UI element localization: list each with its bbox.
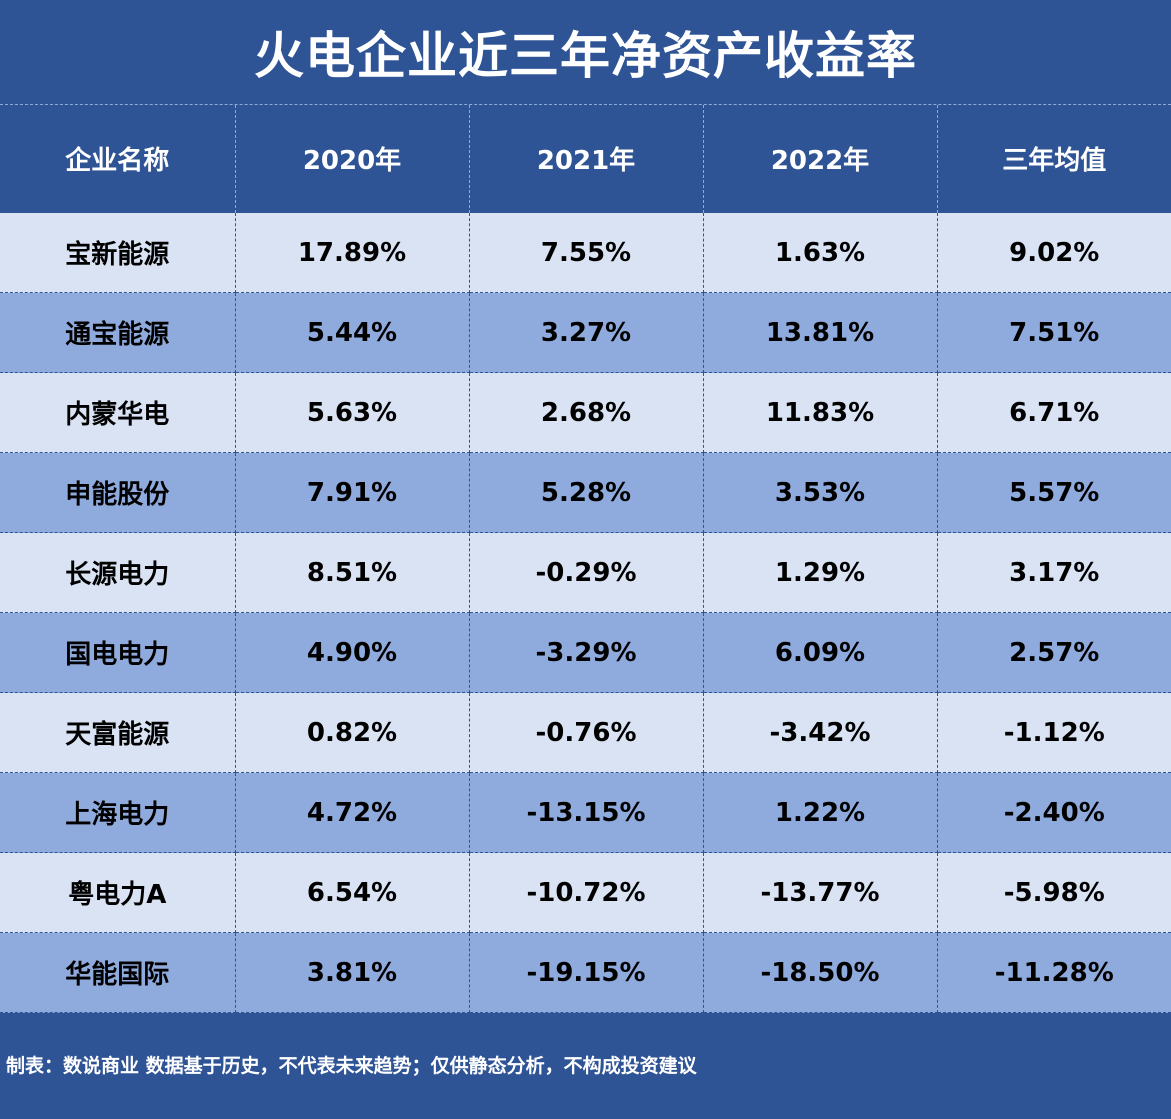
value-avg-cell: -1.12% xyxy=(936,692,1171,773)
value-2020-cell: 5.44% xyxy=(234,292,470,373)
table-body: 宝新能源 17.89% 7.55% 1.63% 9.02% 通宝能源 5.44%… xyxy=(0,212,1171,1013)
value-2021-cell: -0.76% xyxy=(468,692,704,773)
company-name-cell: 粤电力A xyxy=(0,852,236,933)
value-2022-cell: 3.53% xyxy=(702,452,938,533)
value-2022-cell: -13.77% xyxy=(702,852,938,933)
company-name-cell: 内蒙华电 xyxy=(0,372,236,453)
header-avg: 三年均值 xyxy=(936,105,1171,213)
value-2020-cell: 0.82% xyxy=(234,692,470,773)
value-avg-cell: 5.57% xyxy=(936,452,1171,533)
value-2020-cell: 4.90% xyxy=(234,612,470,693)
value-avg-cell: 6.71% xyxy=(936,372,1171,453)
page-title: 火电企业近三年净资产收益率 xyxy=(254,27,917,85)
value-2022-cell: 13.81% xyxy=(702,292,938,373)
value-2020-cell: 5.63% xyxy=(234,372,470,453)
value-2021-cell: 2.68% xyxy=(468,372,704,453)
value-avg-cell: 2.57% xyxy=(936,612,1171,693)
value-avg-cell: 7.51% xyxy=(936,292,1171,373)
value-2022-cell: 6.09% xyxy=(702,612,938,693)
table-row: 上海电力 4.72% -13.15% 1.22% -2.40% xyxy=(0,772,1171,853)
company-name-cell: 国电电力 xyxy=(0,612,236,693)
value-2022-cell: 1.29% xyxy=(702,532,938,613)
value-2021-cell: -0.29% xyxy=(468,532,704,613)
value-2020-cell: 6.54% xyxy=(234,852,470,933)
company-name-cell: 天富能源 xyxy=(0,692,236,773)
roe-table: 企业名称 2020年 2021年 2022年 三年均值 宝新能源 17.89% … xyxy=(0,105,1171,1013)
header-2022: 2022年 xyxy=(702,105,938,213)
value-avg-cell: -2.40% xyxy=(936,772,1171,853)
table-row: 长源电力 8.51% -0.29% 1.29% 3.17% xyxy=(0,532,1171,613)
value-2020-cell: 8.51% xyxy=(234,532,470,613)
company-name-cell: 华能国际 xyxy=(0,932,236,1013)
value-2020-cell: 4.72% xyxy=(234,772,470,853)
value-2020-cell: 17.89% xyxy=(234,212,470,293)
value-2022-cell: 1.63% xyxy=(702,212,938,293)
value-2021-cell: -3.29% xyxy=(468,612,704,693)
value-2021-cell: 7.55% xyxy=(468,212,704,293)
value-2021-cell: 5.28% xyxy=(468,452,704,533)
table-row: 华能国际 3.81% -19.15% -18.50% -11.28% xyxy=(0,932,1171,1013)
value-2020-cell: 7.91% xyxy=(234,452,470,533)
company-name-cell: 申能股份 xyxy=(0,452,236,533)
header-2020: 2020年 xyxy=(234,105,470,213)
company-name-cell: 通宝能源 xyxy=(0,292,236,373)
table-row: 申能股份 7.91% 5.28% 3.53% 5.57% xyxy=(0,452,1171,533)
value-2021-cell: 3.27% xyxy=(468,292,704,373)
table-row: 天富能源 0.82% -0.76% -3.42% -1.12% xyxy=(0,692,1171,773)
table-row: 内蒙华电 5.63% 2.68% 11.83% 6.71% xyxy=(0,372,1171,453)
table-row: 宝新能源 17.89% 7.55% 1.63% 9.02% xyxy=(0,212,1171,293)
value-2021-cell: -13.15% xyxy=(468,772,704,853)
table-row: 粤电力A 6.54% -10.72% -13.77% -5.98% xyxy=(0,852,1171,933)
value-2021-cell: -10.72% xyxy=(468,852,704,933)
value-2022-cell: 11.83% xyxy=(702,372,938,453)
value-2022-cell: 1.22% xyxy=(702,772,938,853)
header-2021: 2021年 xyxy=(468,105,704,213)
table-header-row: 企业名称 2020年 2021年 2022年 三年均值 xyxy=(0,105,1171,213)
value-2022-cell: -18.50% xyxy=(702,932,938,1013)
source-footnote: 制表：数说商业 数据基于历史，不代表未来趋势；仅供静态分析，不构成投资建议 xyxy=(6,1055,697,1077)
table-row: 通宝能源 5.44% 3.27% 13.81% 7.51% xyxy=(0,292,1171,373)
value-avg-cell: 9.02% xyxy=(936,212,1171,293)
value-avg-cell: -5.98% xyxy=(936,852,1171,933)
value-avg-cell: 3.17% xyxy=(936,532,1171,613)
header-company: 企业名称 xyxy=(0,105,236,213)
value-2021-cell: -19.15% xyxy=(468,932,704,1013)
value-2020-cell: 3.81% xyxy=(234,932,470,1013)
title-divider xyxy=(0,104,1171,105)
company-name-cell: 上海电力 xyxy=(0,772,236,853)
value-avg-cell: -11.28% xyxy=(936,932,1171,1013)
table-row: 国电电力 4.90% -3.29% 6.09% 2.57% xyxy=(0,612,1171,693)
company-name-cell: 宝新能源 xyxy=(0,212,236,293)
value-2022-cell: -3.42% xyxy=(702,692,938,773)
company-name-cell: 长源电力 xyxy=(0,532,236,613)
